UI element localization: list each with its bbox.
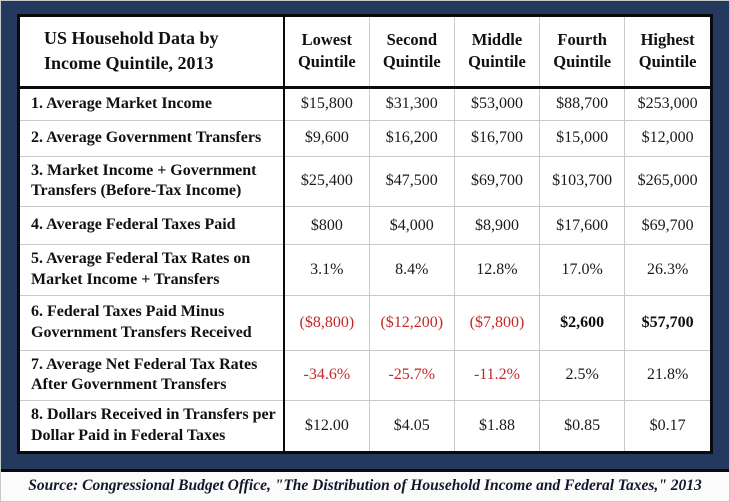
value-cell: $1.88	[453, 400, 540, 451]
row-label: 6. Federal Taxes Paid Minus Government T…	[20, 294, 285, 351]
value-cell: ($7,800)	[453, 294, 540, 351]
value-cell: $17,600	[539, 206, 625, 245]
value-cell: $253,000	[624, 86, 710, 120]
value-cell: $265,000	[624, 155, 710, 207]
value-cell: $15,800	[284, 86, 370, 120]
value-cell: $88,700	[539, 86, 625, 120]
row-label: 3. Market Income + Government Transfers …	[20, 155, 285, 207]
value-cell: $57,700	[624, 294, 710, 351]
value-cell: $2,600	[539, 294, 625, 351]
table-row: 3. Market Income + Government Transfers …	[20, 155, 710, 207]
row-label: 4. Average Federal Taxes Paid	[20, 206, 285, 245]
value-cell: $800	[284, 206, 370, 245]
table-row: 2. Average Government Transfers $9,600 $16…	[20, 119, 710, 156]
value-cell: $4,000	[368, 206, 455, 245]
value-cell: $9,600	[284, 119, 370, 156]
value-cell: $16,700	[453, 119, 540, 156]
column-header-fourth: Fourth Quintile	[539, 17, 625, 89]
value-cell: $0.17	[624, 400, 710, 451]
table-row: 6. Federal Taxes Paid Minus Government T…	[20, 294, 710, 351]
table-row: 7. Average Net Federal Tax Rates After G…	[20, 349, 710, 401]
row-label: 8. Dollars Received in Transfers per Dol…	[20, 400, 285, 451]
value-cell: $12.00	[284, 400, 370, 451]
value-cell: 21.8%	[624, 349, 710, 401]
source-bar: Source: Congressional Budget Office, "Th…	[1, 469, 729, 501]
value-cell: ($8,800)	[284, 294, 370, 351]
value-cell: $53,000	[453, 86, 540, 120]
value-cell: 26.3%	[624, 244, 710, 296]
value-cell: $47,500	[368, 155, 455, 207]
table-row: 8. Dollars Received in Transfers per Dol…	[20, 400, 710, 451]
value-cell: -25.7%	[368, 349, 455, 401]
value-cell: $31,300	[368, 86, 455, 120]
row-label: 5. Average Federal Tax Rates on Market I…	[20, 244, 285, 296]
table-title-line1: US Household Data by	[44, 28, 219, 49]
source-note: Source: Congressional Budget Office, "Th…	[28, 477, 702, 494]
data-table: US Household Data by Income Quintile, 20…	[17, 14, 713, 454]
value-cell: 12.8%	[453, 244, 540, 296]
value-cell: -34.6%	[284, 349, 370, 401]
table-row: 1. Average Market Income $15,800 $31,300 $5…	[20, 86, 710, 120]
value-cell: 2.5%	[539, 349, 625, 401]
table-body: 1. Average Market Income $15,800 $31,300 $5…	[20, 86, 710, 451]
value-cell: $69,700	[624, 206, 710, 245]
row-label: 1. Average Market Income	[20, 86, 285, 120]
table-row: 4. Average Federal Taxes Paid $800 $4,000 $…	[20, 206, 710, 245]
value-cell: $0.85	[539, 400, 625, 451]
value-cell: $15,000	[539, 119, 625, 156]
column-header-lowest: Lowest Quintile	[283, 17, 370, 89]
row-label: 2. Average Government Transfers	[20, 119, 285, 156]
table-title: US Household Data by Income Quintile, 20…	[20, 17, 285, 89]
column-header-middle: Middle Quintile	[453, 17, 540, 89]
row-label: 7. Average Net Federal Tax Rates After G…	[20, 349, 285, 401]
value-cell: $25,400	[284, 155, 370, 207]
value-cell: $4.05	[368, 400, 455, 451]
value-cell: $16,200	[368, 119, 455, 156]
table-row: 5. Average Federal Tax Rates on Market I…	[20, 244, 710, 296]
value-cell: 8.4%	[368, 244, 455, 296]
value-cell: -11.2%	[453, 349, 540, 401]
value-cell: 3.1%	[284, 244, 370, 296]
value-cell: ($12,200)	[368, 294, 455, 351]
table-title-line2: Income Quintile, 2013	[44, 53, 214, 74]
header-row: US Household Data by Income Quintile, 20…	[20, 17, 710, 89]
column-header-second: Second Quintile	[368, 17, 455, 89]
value-cell: $69,700	[453, 155, 540, 207]
column-header-highest: Highest Quintile	[624, 17, 710, 89]
value-cell: 17.0%	[539, 244, 625, 296]
quintile-table: US Household Data by Income Quintile, 20…	[20, 17, 710, 451]
value-cell: $8,900	[453, 206, 540, 245]
value-cell: $12,000	[624, 119, 710, 156]
value-cell: $103,700	[539, 155, 625, 207]
